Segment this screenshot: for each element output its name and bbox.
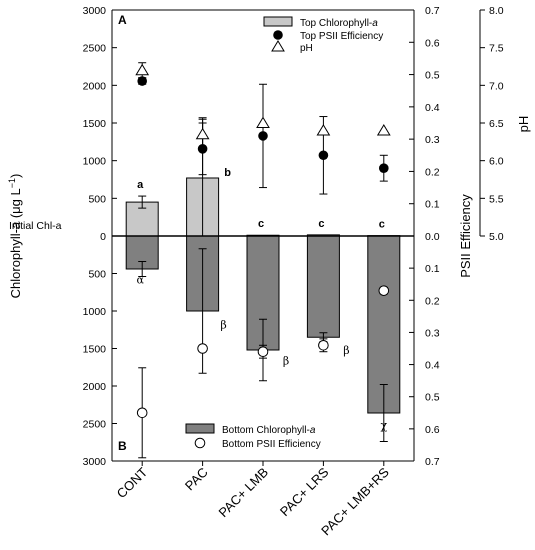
psii-tick-label: 0.7 xyxy=(425,456,440,468)
bottom-significance-letter: β xyxy=(220,319,226,332)
left-tick-label: 1500 xyxy=(83,118,107,130)
top-significance-letter: a xyxy=(137,179,144,191)
initial-chl-label: Initial Chl-a xyxy=(9,220,62,232)
ph-axis-title: pH xyxy=(516,116,531,133)
bottom-psii-marker xyxy=(136,407,148,419)
legend-text-italic: a xyxy=(372,18,378,29)
markers-layer xyxy=(135,63,391,419)
psii-axis-title: PSII Efficiency xyxy=(458,194,473,278)
bottom-psii-marker xyxy=(197,343,208,354)
left-axis-title-part: Chlorophyll- xyxy=(8,229,23,298)
bottom-chlorophyll-bar xyxy=(306,235,340,338)
left-axis-title: Chlorophyll-a (μg L−1) xyxy=(7,174,23,299)
top-psii-marker xyxy=(258,131,268,141)
bottom-psii-marker xyxy=(378,285,390,296)
legend-bottom-psii-marker xyxy=(194,437,206,449)
ph-tick-label: 7.5 xyxy=(489,43,504,55)
panel-label-b: B xyxy=(118,439,127,453)
legend-text-italic: a xyxy=(310,425,316,436)
left-axis-title-sup: −1 xyxy=(7,178,17,188)
legend-top-psii-marker xyxy=(273,30,283,40)
top-psii-marker xyxy=(318,150,329,161)
left-tick-label: 2000 xyxy=(83,80,107,92)
labels-layer: 0 500 1000 1500 2000 2500 3000 500 1000 1500 2000 2… xyxy=(7,5,531,538)
legend-bottom-psii-label: Bottom PSII Efficiency xyxy=(222,439,321,450)
left-tick-label: 3000 xyxy=(83,456,107,468)
ph-marker xyxy=(135,63,150,76)
psii-tick-label: 0.3 xyxy=(425,134,440,146)
ph-tick-label: 5.5 xyxy=(489,193,504,205)
left-tick-label: 1500 xyxy=(83,344,107,356)
left-tick-label: 500 xyxy=(88,269,106,281)
ph-tick-label: 7.0 xyxy=(489,80,504,92)
psii-tick-label: 0.3 xyxy=(425,327,440,339)
left-tick-label: 1000 xyxy=(83,306,107,318)
psii-tick-label: 0.4 xyxy=(425,102,440,114)
left-axis-title-part: ) xyxy=(8,174,23,178)
bottom-significance-letter: β xyxy=(343,344,349,357)
psii-tick-label: 0.1 xyxy=(425,199,440,211)
legend-top-chlorophyll-label: Top Chlorophyll-a xyxy=(300,18,378,29)
psii-tick-label: 0.6 xyxy=(425,424,440,436)
left-tick-label: 2000 xyxy=(83,381,107,393)
bottom-significance-letter: α xyxy=(136,274,144,287)
bottom-significance-letter: β xyxy=(283,355,289,368)
ph-marker xyxy=(316,124,331,136)
axes-layer xyxy=(111,9,485,466)
left-tick-label: 1000 xyxy=(83,156,107,168)
psii-tick-label: 0.0 xyxy=(425,231,440,243)
left-tick-label: 0 xyxy=(100,231,106,243)
ph-tick-label: 5.0 xyxy=(489,231,504,243)
left-tick-label: 2500 xyxy=(83,419,107,431)
legend-bottom-chlorophyll-swatch xyxy=(185,423,215,434)
psii-tick-label: 0.5 xyxy=(425,70,440,82)
psii-tick-label: 0.2 xyxy=(425,166,440,178)
left-tick-label: 500 xyxy=(88,193,106,205)
ph-tick-label: 6.5 xyxy=(489,118,504,130)
legend-text-part: Bottom Chlorophyll- xyxy=(222,425,310,436)
legend-top-chlorophyll-swatch xyxy=(263,16,293,27)
left-axis-title-italic: a xyxy=(8,222,23,229)
ph-tick-label: 6.0 xyxy=(489,156,504,168)
top-significance-letter: b xyxy=(224,167,231,179)
top-significance-letter: c xyxy=(258,218,264,230)
psii-tick-label: 0.2 xyxy=(425,295,440,307)
left-axis-title-part: (μg L xyxy=(8,188,23,222)
ph-marker xyxy=(256,116,270,128)
top-psii-marker xyxy=(137,76,147,86)
top-significance-letter: c xyxy=(318,218,324,230)
legend-text-part: Top Chlorophyll- xyxy=(300,18,372,29)
legend-bottom-chlorophyll-label: Bottom Chlorophyll-a xyxy=(222,425,316,436)
bottom-significance-letter: χ xyxy=(380,419,387,432)
legend-ph-label: pH xyxy=(300,43,313,54)
left-tick-label: 3000 xyxy=(83,5,107,17)
ph-marker xyxy=(376,124,391,136)
top-psii-marker xyxy=(197,144,208,154)
bottom-psii-marker xyxy=(257,346,269,358)
psii-tick-label: 0.1 xyxy=(425,263,440,275)
psii-tick-label: 0.4 xyxy=(425,360,440,372)
panel-label-a: A xyxy=(118,13,127,27)
legend-top-psii-label: Top PSII Efficiency xyxy=(300,31,383,42)
bottom-psii-marker xyxy=(318,339,329,351)
top-psii-marker xyxy=(379,163,389,173)
left-tick-label: 2500 xyxy=(83,43,107,55)
ph-tick-label: 8.0 xyxy=(489,5,504,17)
psii-tick-label: 0.5 xyxy=(425,392,440,404)
psii-tick-label: 0.6 xyxy=(425,37,440,49)
legend-ph-marker xyxy=(271,40,285,52)
psii-tick-label: 0.7 xyxy=(425,5,440,17)
ph-marker xyxy=(195,127,210,140)
top-significance-letter: c xyxy=(379,219,385,231)
